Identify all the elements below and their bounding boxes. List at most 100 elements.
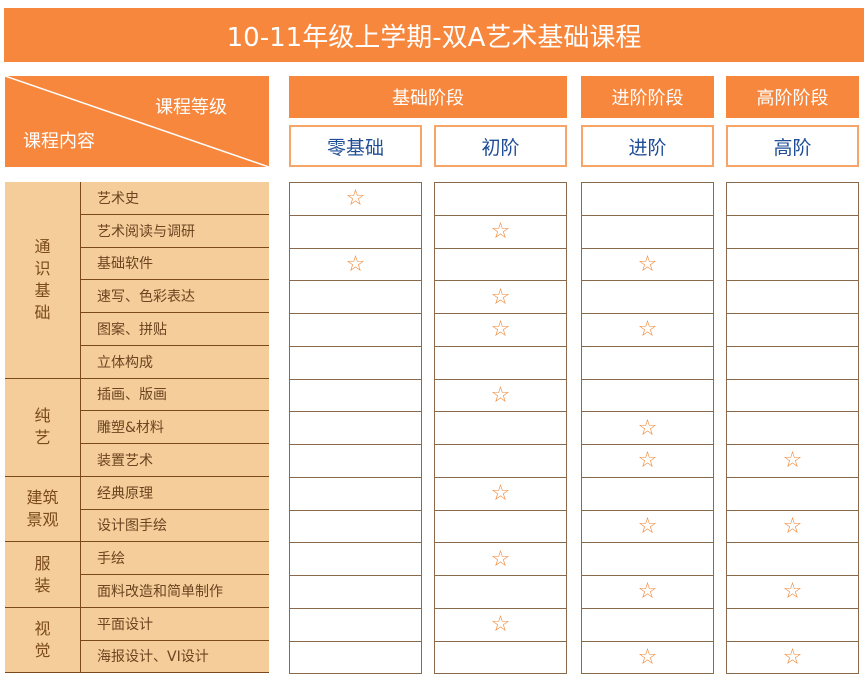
level-cell [434, 182, 567, 216]
level-cell [434, 575, 567, 609]
level-cell: ☆ [581, 313, 714, 347]
level-cell [289, 640, 422, 675]
course-name: 速写、色彩表达 [80, 280, 269, 313]
level-cell [726, 313, 859, 347]
level-cell: ☆ [581, 575, 714, 609]
level-cell [726, 247, 859, 282]
level-cell: ☆ [581, 509, 714, 544]
level-cell: ☆ [434, 280, 567, 314]
level-cell [434, 444, 567, 478]
level-cell: ☆ [581, 640, 714, 675]
level-cell [289, 411, 422, 445]
course-name: 装置艺术 [80, 444, 269, 477]
category-label: 建筑 景观 [5, 476, 80, 543]
level-cell [581, 607, 714, 642]
stage-header: 高阶阶段 [726, 76, 859, 118]
star-icon: ☆ [782, 448, 803, 474]
star-icon: ☆ [637, 579, 658, 605]
page-title: 10-11年级上学期-双A艺术基础课程 [4, 8, 864, 62]
course-name: 面料改造和简单制作 [80, 575, 269, 608]
category-label: 纯 艺 [5, 378, 80, 477]
category-label: 通 识 基 础 [5, 182, 80, 379]
star-icon: ☆ [637, 415, 658, 441]
level-cell [581, 280, 714, 314]
course-name: 插画、版画 [80, 378, 269, 412]
level-cell: ☆ [581, 444, 714, 478]
level-cell: ☆ [434, 542, 567, 576]
star-icon: ☆ [490, 546, 511, 572]
level-cell [289, 214, 422, 249]
level-cell: ☆ [434, 476, 567, 511]
level-cell [434, 640, 567, 675]
level-cell: ☆ [289, 247, 422, 282]
course-name: 设计图手绘 [80, 509, 269, 543]
level-cell [726, 182, 859, 216]
star-icon: ☆ [782, 644, 803, 670]
course-name: 平面设计 [80, 607, 269, 641]
star-icon: ☆ [345, 186, 366, 212]
level-cell [726, 476, 859, 511]
level-cell [289, 444, 422, 478]
level-cell [289, 607, 422, 642]
star-icon: ☆ [637, 644, 658, 670]
level-cell: ☆ [434, 214, 567, 249]
level-cell [434, 509, 567, 544]
level-cell: ☆ [726, 444, 859, 478]
level-cell: ☆ [581, 247, 714, 282]
star-icon: ☆ [490, 612, 511, 638]
level-cell [289, 476, 422, 511]
star-icon: ☆ [637, 448, 658, 474]
course-name: 艺术史 [80, 182, 269, 215]
diagonal-divider [5, 76, 269, 167]
level-cell: ☆ [434, 378, 567, 413]
level-cell [289, 542, 422, 576]
level-header: 初阶 [434, 125, 567, 167]
course-name: 基础软件 [80, 247, 269, 281]
level-cell [434, 345, 567, 380]
corner-header: 课程等级 课程内容 [5, 76, 269, 167]
level-cell: ☆ [726, 509, 859, 544]
course-name: 雕塑&材料 [80, 411, 269, 444]
level-cell: ☆ [434, 607, 567, 642]
level-cell [581, 182, 714, 216]
level-header: 零基础 [289, 125, 422, 167]
star-icon: ☆ [637, 513, 658, 539]
category-label: 服 装 [5, 542, 80, 608]
level-cell: ☆ [581, 411, 714, 445]
level-cell [581, 476, 714, 511]
course-name: 图案、拼贴 [80, 313, 269, 346]
star-icon: ☆ [490, 481, 511, 507]
level-cell [726, 411, 859, 445]
content-axis-label: 课程内容 [23, 131, 95, 152]
level-axis-label: 课程等级 [155, 97, 227, 118]
star-icon: ☆ [490, 284, 511, 310]
course-name: 海报设计、VI设计 [80, 640, 269, 674]
star-icon: ☆ [782, 579, 803, 605]
level-cell: ☆ [726, 575, 859, 609]
star-icon: ☆ [637, 251, 658, 277]
level-cell [289, 280, 422, 314]
level-cell [726, 542, 859, 576]
level-cell [289, 378, 422, 413]
level-cell [726, 280, 859, 314]
course-name: 立体构成 [80, 345, 269, 379]
level-cell [581, 345, 714, 380]
level-cell [726, 607, 859, 642]
stage-header: 进阶阶段 [581, 76, 714, 118]
course-name: 经典原理 [80, 476, 269, 510]
level-cell [289, 345, 422, 380]
category-label: 视 觉 [5, 607, 80, 674]
star-icon: ☆ [490, 317, 511, 343]
level-cell: ☆ [434, 313, 567, 347]
level-cell [289, 313, 422, 347]
course-name: 手绘 [80, 542, 269, 575]
level-header: 进阶 [581, 125, 714, 167]
level-cell [581, 214, 714, 249]
stage-header: 基础阶段 [289, 76, 567, 118]
level-cell [581, 542, 714, 576]
level-cell [726, 214, 859, 249]
star-icon: ☆ [490, 219, 511, 245]
level-cell [289, 575, 422, 609]
star-icon: ☆ [782, 513, 803, 539]
level-cell [726, 345, 859, 380]
